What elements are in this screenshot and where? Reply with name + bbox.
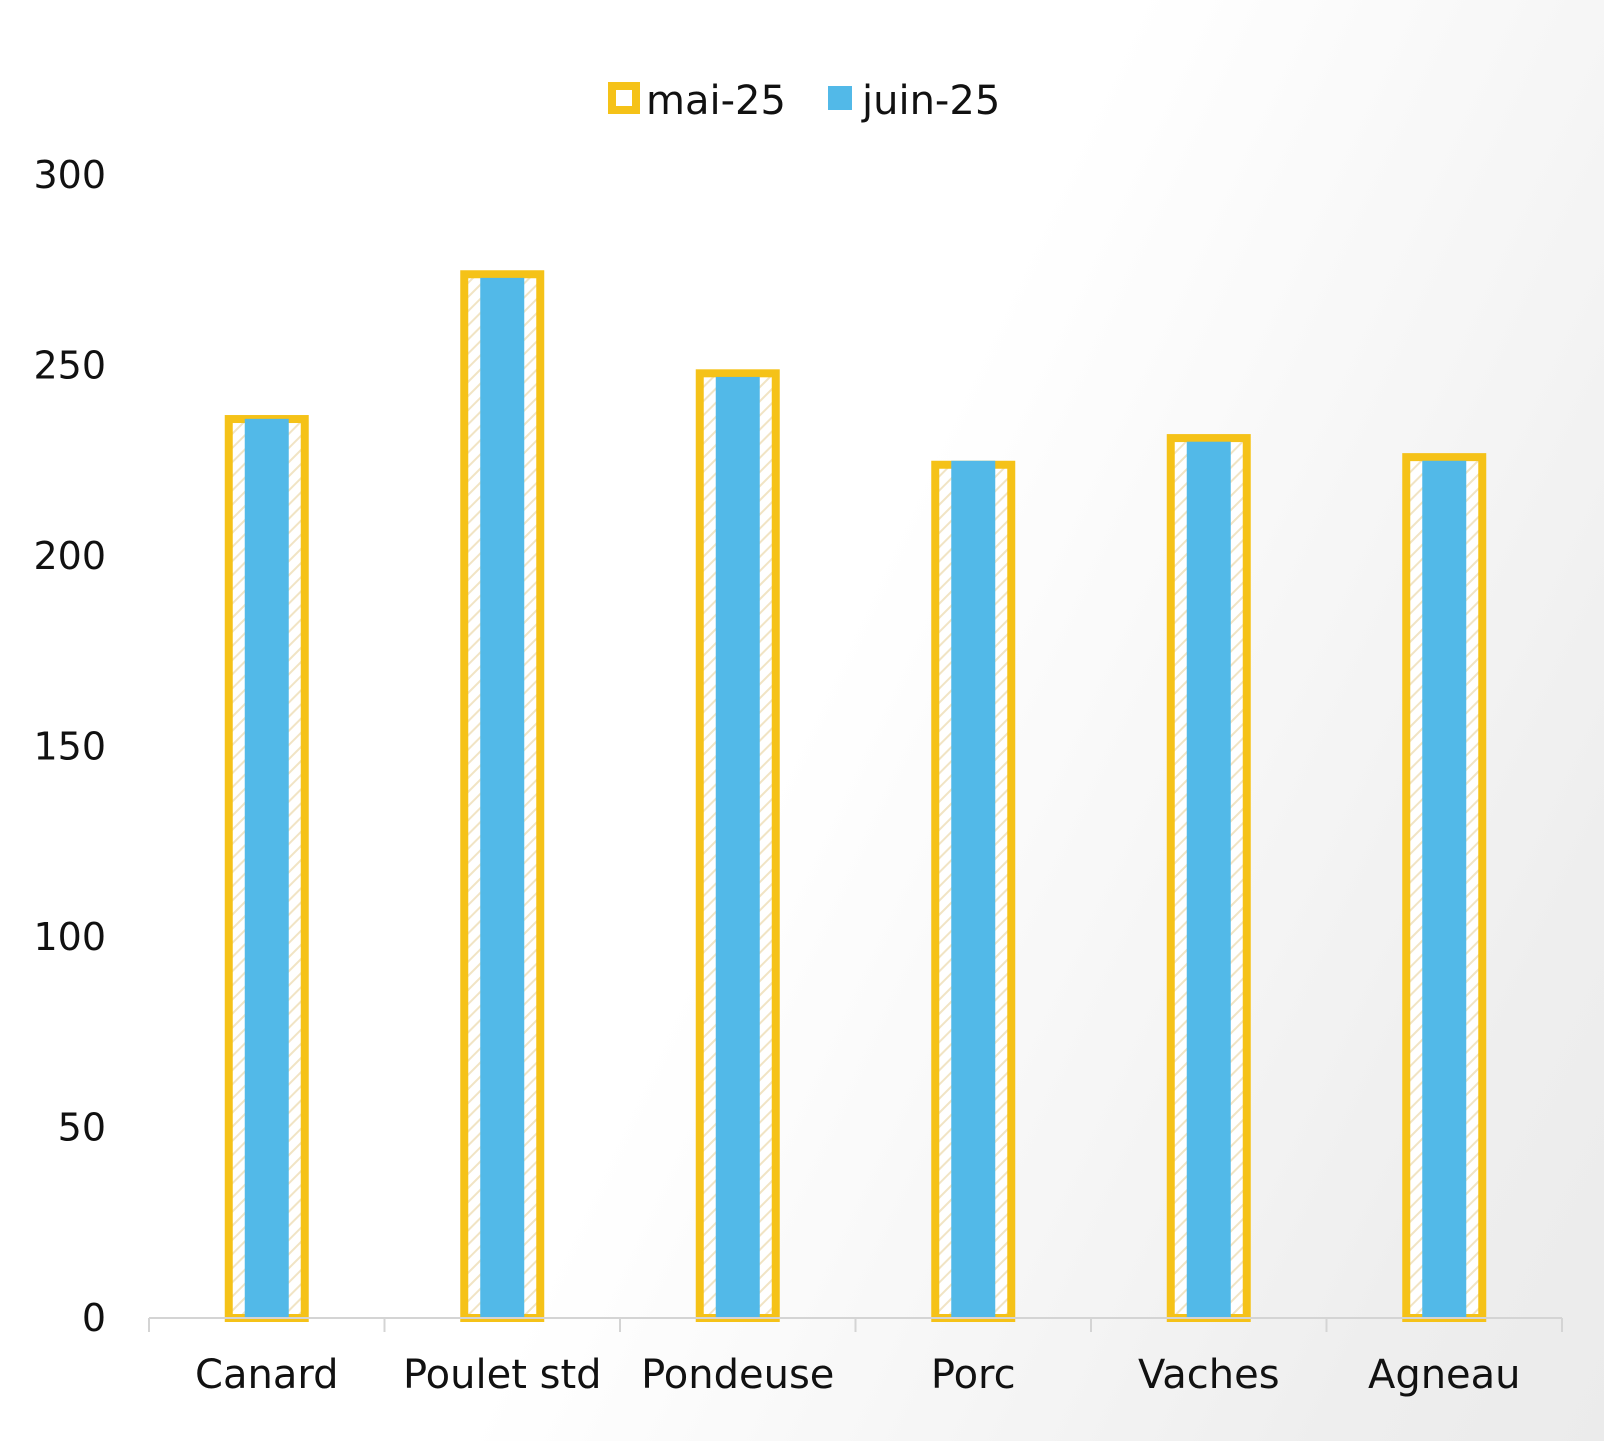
y-tick-label-0: 0 [82, 1296, 106, 1340]
bars [224, 270, 1487, 1322]
y-tick-label-200: 200 [33, 534, 106, 578]
bar-juin-25-agneau [1422, 460, 1467, 1318]
y-tick-label-100: 100 [33, 915, 106, 959]
y-tick-label-50: 50 [58, 1106, 106, 1150]
legend-label-juin-25: juin-25 [861, 78, 1000, 124]
y-tick-label-300: 300 [33, 153, 106, 197]
bar-juin-25-porc [951, 460, 996, 1318]
x-tick-label-vaches: Vaches [1138, 1352, 1280, 1398]
bar-juin-25-vaches [1186, 441, 1231, 1318]
x-tick-label-agneau: Agneau [1368, 1352, 1521, 1398]
bar-juin-25-pondeuse [715, 376, 760, 1318]
legend: mai-25 juin-25 [608, 78, 1000, 124]
x-tick-label-porc: Porc [931, 1352, 1016, 1398]
legend-item-juin-25: juin-25 [828, 78, 1000, 124]
legend-swatch-juin-25 [828, 86, 852, 110]
y-tick-label-150: 150 [33, 725, 106, 769]
x-tick-label-poulet-std: Poulet std [403, 1352, 602, 1398]
x-tick-label-canard: Canard [195, 1352, 338, 1398]
legend-item-mai-25: mai-25 [608, 78, 786, 124]
y-axis: 0 50 100 150 200 250 300 [33, 153, 106, 1340]
legend-label-mai-25: mai-25 [646, 78, 786, 124]
bar-juin-25-poulet-std [480, 277, 525, 1318]
x-axis: Canard Poulet std Pondeuse Porc Vaches Agneau [148, 1317, 1563, 1398]
legend-swatch-mai-25 [608, 82, 640, 114]
y-tick-label-250: 250 [33, 344, 106, 388]
x-tick-label-pondeuse: Pondeuse [641, 1352, 834, 1398]
bar-juin-25-canard [244, 418, 289, 1319]
